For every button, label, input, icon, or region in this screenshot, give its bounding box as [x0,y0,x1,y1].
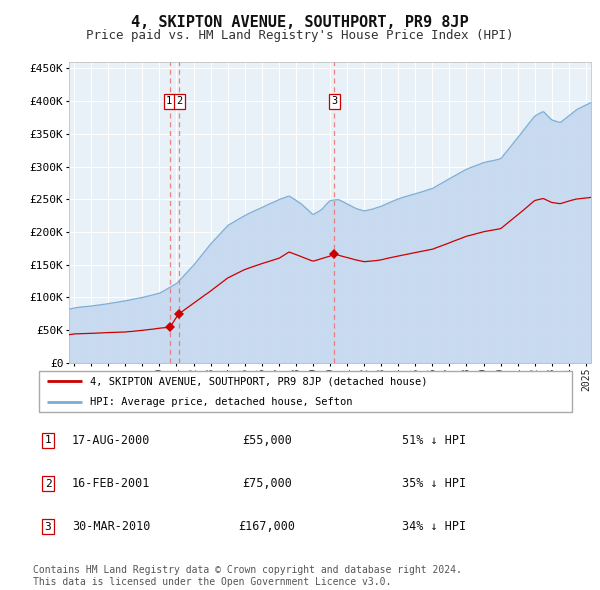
Text: 3: 3 [44,522,52,532]
Text: 3: 3 [331,96,337,106]
Text: 1: 1 [44,435,52,445]
Text: 2: 2 [44,478,52,489]
Text: 4, SKIPTON AVENUE, SOUTHPORT, PR9 8JP (detached house): 4, SKIPTON AVENUE, SOUTHPORT, PR9 8JP (d… [90,376,427,386]
Text: 2: 2 [176,96,182,106]
Text: £167,000: £167,000 [239,520,296,533]
Text: 51% ↓ HPI: 51% ↓ HPI [402,434,466,447]
Text: 35% ↓ HPI: 35% ↓ HPI [402,477,466,490]
Text: Price paid vs. HM Land Registry's House Price Index (HPI): Price paid vs. HM Land Registry's House … [86,30,514,42]
Text: HPI: Average price, detached house, Sefton: HPI: Average price, detached house, Seft… [90,398,353,407]
Text: 1: 1 [166,96,172,106]
Text: £75,000: £75,000 [242,477,292,490]
Text: 4, SKIPTON AVENUE, SOUTHPORT, PR9 8JP: 4, SKIPTON AVENUE, SOUTHPORT, PR9 8JP [131,15,469,30]
Text: 16-FEB-2001: 16-FEB-2001 [72,477,150,490]
Text: 17-AUG-2000: 17-AUG-2000 [72,434,150,447]
Text: Contains HM Land Registry data © Crown copyright and database right 2024.
This d: Contains HM Land Registry data © Crown c… [33,565,462,587]
Text: 34% ↓ HPI: 34% ↓ HPI [402,520,466,533]
Text: 30-MAR-2010: 30-MAR-2010 [72,520,150,533]
FancyBboxPatch shape [39,371,572,412]
Text: £55,000: £55,000 [242,434,292,447]
